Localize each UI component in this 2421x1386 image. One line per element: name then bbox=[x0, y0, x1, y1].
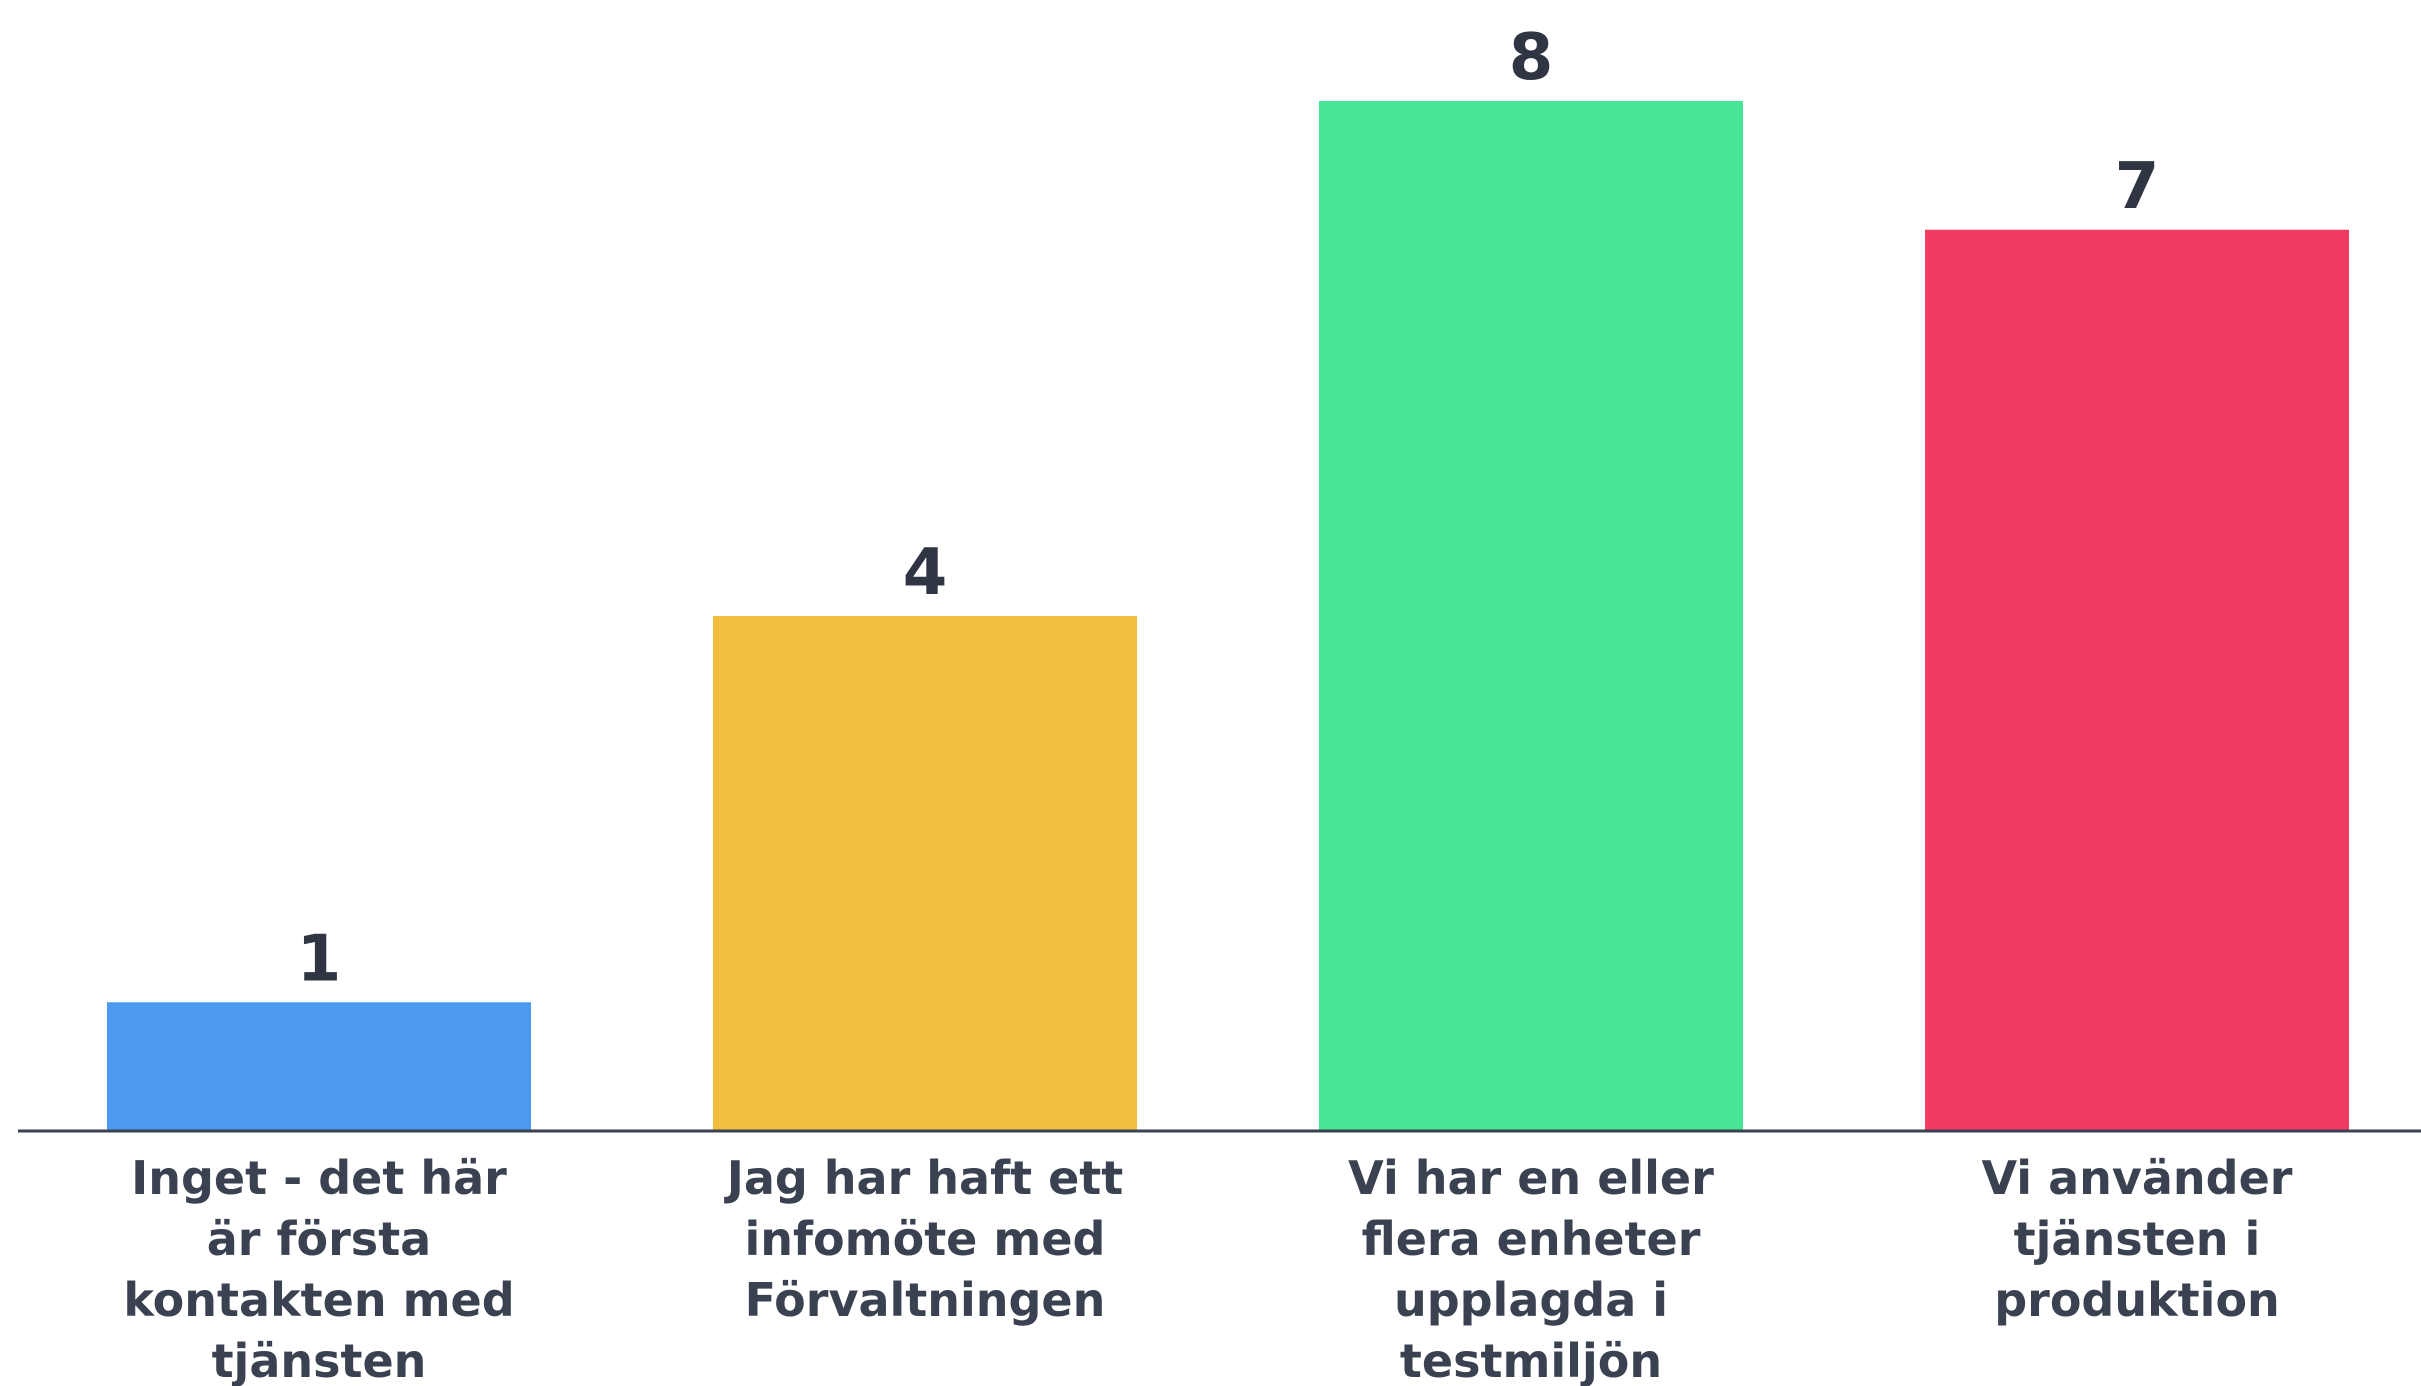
category-label-line: Inget - det här bbox=[131, 1151, 507, 1205]
category-label-line: tjänsten i bbox=[2014, 1212, 2261, 1266]
category-label-line: Vi använder bbox=[1982, 1151, 2293, 1205]
category-label-line: kontakten med bbox=[123, 1273, 514, 1327]
value-label-2: 4 bbox=[903, 536, 948, 610]
category-label-line: produktion bbox=[1994, 1273, 2280, 1327]
value-label-4: 7 bbox=[2115, 150, 2160, 224]
category-label-line: är första bbox=[207, 1212, 431, 1266]
category-label-line: upplagda i bbox=[1394, 1273, 1668, 1327]
category-label-2: Jag har haft ett infomöte med Förvaltninge… bbox=[724, 1151, 1124, 1327]
category-label-4: Vi använder tjänsten i produktion bbox=[1982, 1151, 2293, 1327]
category-label-line: Jag har haft ett bbox=[724, 1151, 1124, 1205]
category-label-line: Förvaltningen bbox=[745, 1273, 1106, 1327]
category-label-line: Vi har en eller bbox=[1348, 1151, 1714, 1205]
value-label-3: 8 bbox=[1509, 21, 1554, 95]
bar-2 bbox=[713, 616, 1137, 1131]
category-label-line: testmiljön bbox=[1400, 1334, 1662, 1386]
bars-group bbox=[107, 101, 2349, 1131]
bar-4 bbox=[1925, 229, 2349, 1131]
value-labels-group: 1 4 8 7 bbox=[297, 21, 2160, 996]
category-label-3: Vi har en eller flera enheter upplagda i te… bbox=[1348, 1151, 1714, 1386]
bar-1 bbox=[107, 1002, 531, 1131]
category-labels-group: Inget - det här är första kontakten med tjä… bbox=[123, 1151, 2292, 1386]
value-label-1: 1 bbox=[297, 922, 342, 996]
category-label-1: Inget - det här är första kontakten med tjä… bbox=[123, 1151, 514, 1386]
category-label-line: flera enheter bbox=[1362, 1212, 1701, 1266]
category-label-line: tjänsten bbox=[212, 1334, 427, 1386]
bar-3 bbox=[1319, 101, 1743, 1131]
category-label-line: infomöte med bbox=[745, 1212, 1106, 1266]
